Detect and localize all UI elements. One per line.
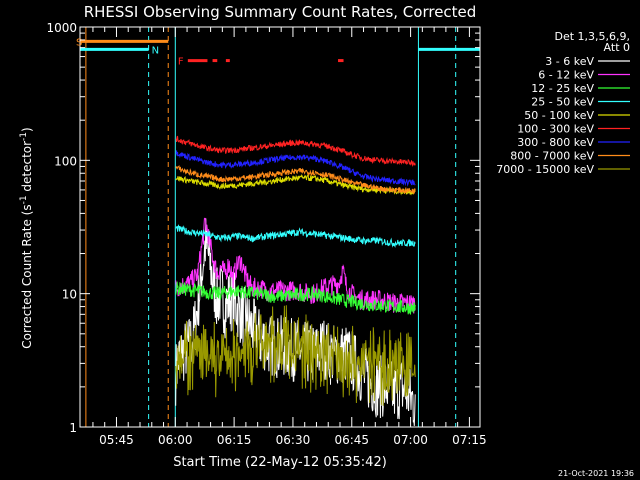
legend-label-7: 800 - 7000 keV	[510, 150, 594, 163]
legend-label-0: 3 - 6 keV	[545, 55, 594, 68]
series-line-3	[175, 224, 416, 248]
series-line-4	[175, 174, 416, 196]
x-tick-label-1: 06:00	[158, 433, 193, 447]
x-tick-label-3: 06:30	[276, 433, 311, 447]
plot-frame	[79, 26, 481, 428]
x-axis-label: Start Time (22-May-12 05:35:42)	[173, 455, 387, 470]
series-line-8	[175, 305, 416, 406]
legend-label-1: 6 - 12 keV	[538, 69, 594, 82]
series-line-5	[175, 135, 416, 168]
legend-label-2: 12 - 25 keV	[531, 82, 594, 95]
y-axis-label: Corrected Count Rate (s-1 detector-1)	[19, 127, 34, 348]
axes: 1 10 100 1000 05:45 06:00 06:15 06:30 06:45 07:00…	[46, 21, 486, 447]
series-line-7	[175, 165, 416, 195]
y-tick-label-2: 100	[54, 154, 77, 168]
x-tick-label-0: 05:45	[99, 433, 134, 447]
y-tick-label-1: 10	[62, 288, 77, 302]
y-axis-label-part-1: Corrected Count Rate (s	[20, 204, 34, 348]
y-axis-label-sup-2: -1	[19, 132, 29, 141]
legend-label-4: 50 - 100 keV	[524, 109, 594, 122]
x-tick-label-5: 07:00	[393, 433, 428, 447]
series-line-2	[175, 281, 416, 315]
night-bar-label: N	[152, 45, 159, 56]
series-line-6	[175, 150, 416, 187]
y-axis-label-part-2: detector	[20, 141, 34, 196]
y-axis-label-part-3: )	[20, 127, 34, 132]
series-line-1	[175, 217, 416, 314]
x-tick-label-6: 07:15	[452, 433, 487, 447]
y-axis-label-sup-1: -1	[19, 195, 29, 204]
series-line-0	[175, 218, 416, 426]
legend-header-line-2: Att 0	[604, 41, 630, 54]
footer-timestamp: 21-Oct-2021 19:36	[558, 469, 634, 478]
legend-label-3: 25 - 50 keV	[531, 96, 594, 109]
plot-area: NF	[80, 27, 480, 427]
y-tick-label-3: 1000	[46, 21, 77, 35]
saa-bar-label: S	[76, 37, 82, 48]
flare-flag-label: F	[178, 57, 184, 68]
legend-label-5: 100 - 300 keV	[517, 123, 594, 136]
legend-label-6: 300 - 800 keV	[517, 136, 594, 149]
x-tick-label-2: 06:15	[217, 433, 252, 447]
x-tick-label-4: 06:45	[334, 433, 369, 447]
y-tick-label-0: 1	[69, 421, 77, 435]
chart-title: RHESSI Observing Summary Count Rates, Co…	[84, 3, 477, 21]
legend-label-8: 7000 - 15000 keV	[496, 163, 594, 176]
legend-header-line-1: Det 1,3,5,6,9,	[554, 30, 630, 43]
